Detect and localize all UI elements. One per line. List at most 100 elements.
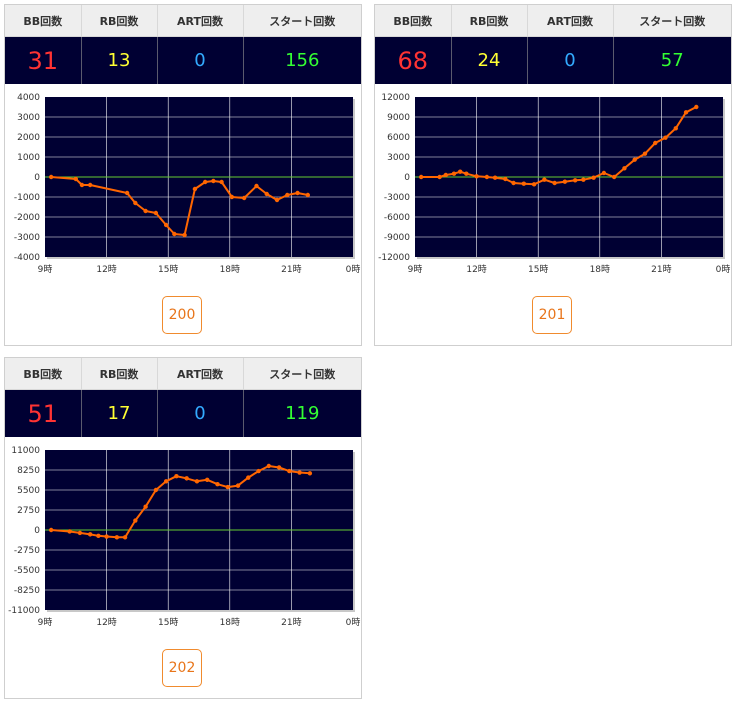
data-point — [305, 192, 311, 198]
x-tick-label: 12時 — [466, 264, 486, 275]
x-tick-label: 12時 — [96, 264, 116, 275]
data-point — [235, 483, 241, 488]
y-tick-label: 12000 — [381, 93, 410, 103]
data-point — [418, 174, 424, 180]
data-point — [474, 174, 479, 179]
art-count: 0 — [527, 36, 614, 84]
x-tick-label: 0時 — [346, 617, 361, 628]
start-count: 119 — [243, 389, 361, 437]
data-point — [124, 190, 130, 196]
y-tick-label: 1000 — [17, 153, 40, 163]
data-point — [143, 504, 148, 509]
data-point — [182, 232, 187, 238]
data-point — [562, 179, 568, 184]
data-point — [287, 468, 292, 474]
data-point — [307, 471, 313, 476]
stats-table: BB回数 RB回数 ART回数 スタート回数 68 24 0 57 — [375, 5, 731, 84]
art-count: 0 — [157, 389, 244, 437]
data-point — [591, 175, 596, 180]
y-tick-label: 0 — [34, 526, 40, 536]
data-point — [104, 534, 109, 539]
y-tick-label: 5500 — [17, 486, 40, 496]
y-tick-label: -2750 — [14, 546, 40, 556]
y-tick-label: 4000 — [17, 93, 40, 103]
data-point — [172, 231, 177, 237]
data-point — [246, 475, 251, 480]
data-point — [96, 533, 101, 539]
data-point — [611, 174, 617, 180]
y-tick-label: -11000 — [8, 606, 40, 616]
data-point — [205, 477, 210, 483]
y-tick-label: 6000 — [387, 133, 410, 143]
slump-chart: 11000 8250 5500 2750 0 -2750 -5500 -8250 -11000 9… — [5, 440, 361, 636]
data-point — [492, 175, 498, 180]
x-tick-label: 15時 — [158, 617, 178, 628]
slump-chart: 4000 3000 2000 1000 0 -1000 -2000 -3000 -4000 9時 1… — [5, 87, 361, 283]
data-point — [48, 527, 54, 533]
data-point — [297, 470, 302, 475]
start-count: 156 — [243, 36, 361, 84]
slump-chart: 12000 9000 6000 3000 0 -3000 -6000 -9000 -12000 9… — [375, 87, 731, 283]
data-point — [241, 195, 247, 201]
x-tick-label: 15時 — [158, 264, 178, 275]
data-point — [274, 197, 280, 203]
start-count: 57 — [613, 36, 731, 84]
x-tick-label: 18時 — [590, 264, 610, 275]
data-point — [572, 178, 578, 183]
data-point — [622, 166, 627, 171]
art-header: ART回数 — [157, 5, 244, 37]
bb-count: 68 — [375, 36, 452, 84]
data-point — [87, 182, 93, 188]
start-header: スタート回数 — [613, 5, 731, 37]
data-point — [67, 529, 72, 534]
bb-header: BB回数 — [5, 5, 82, 37]
y-tick-label: -8250 — [14, 586, 40, 596]
y-tick-label: 2000 — [17, 133, 40, 143]
x-tick-label: 0時 — [716, 264, 731, 275]
data-point — [73, 176, 79, 182]
data-point — [694, 104, 699, 110]
chart-svg: 12000 9000 6000 3000 0 -3000 -6000 -9000 -120009… — [378, 93, 731, 275]
machine-card-200: BB回数 RB回数 ART回数 スタート回数 31 13 0 156 4000 3… — [4, 4, 362, 346]
data-point — [464, 171, 469, 176]
y-tick-label: 11000 — [11, 446, 40, 456]
data-point — [542, 177, 547, 182]
y-tick-label: -3000 — [384, 193, 410, 203]
data-point — [521, 181, 527, 186]
bb-header: BB回数 — [5, 358, 82, 390]
data-point — [256, 468, 261, 474]
x-tick-label: 18時 — [220, 617, 240, 628]
data-point — [683, 110, 689, 115]
data-point — [202, 179, 208, 185]
data-point — [642, 151, 648, 156]
data-point — [163, 222, 169, 228]
machine-202-button[interactable]: 202 — [162, 649, 202, 687]
y-tick-label: -12000 — [378, 253, 410, 263]
data-point — [552, 180, 557, 186]
x-tick-label: 21時 — [281, 617, 301, 628]
data-point — [264, 191, 269, 197]
data-point — [153, 487, 159, 493]
y-tick-label: -2000 — [14, 213, 40, 223]
rb-count: 13 — [81, 36, 158, 84]
x-tick-label: 15時 — [528, 264, 548, 275]
data-point — [184, 476, 189, 481]
y-tick-label: -3000 — [14, 233, 40, 243]
machine-201-button[interactable]: 201 — [532, 296, 572, 334]
x-tick-label: 12時 — [96, 617, 116, 628]
data-point — [192, 186, 198, 192]
data-point — [133, 200, 138, 206]
data-point — [77, 530, 83, 536]
rb-header: RB回数 — [451, 5, 528, 37]
machine-200-button[interactable]: 200 — [162, 296, 202, 334]
data-point — [511, 180, 516, 186]
y-tick-label: 3000 — [17, 113, 40, 123]
chart-svg: 11000 8250 5500 2750 0 -2750 -5500 -8250 -110009… — [8, 446, 361, 628]
data-point — [601, 170, 607, 176]
y-tick-label: -5500 — [14, 566, 40, 576]
data-point — [484, 174, 490, 180]
data-point — [295, 190, 300, 196]
y-tick-label: 0 — [404, 173, 410, 183]
rb-header: RB回数 — [81, 5, 158, 37]
